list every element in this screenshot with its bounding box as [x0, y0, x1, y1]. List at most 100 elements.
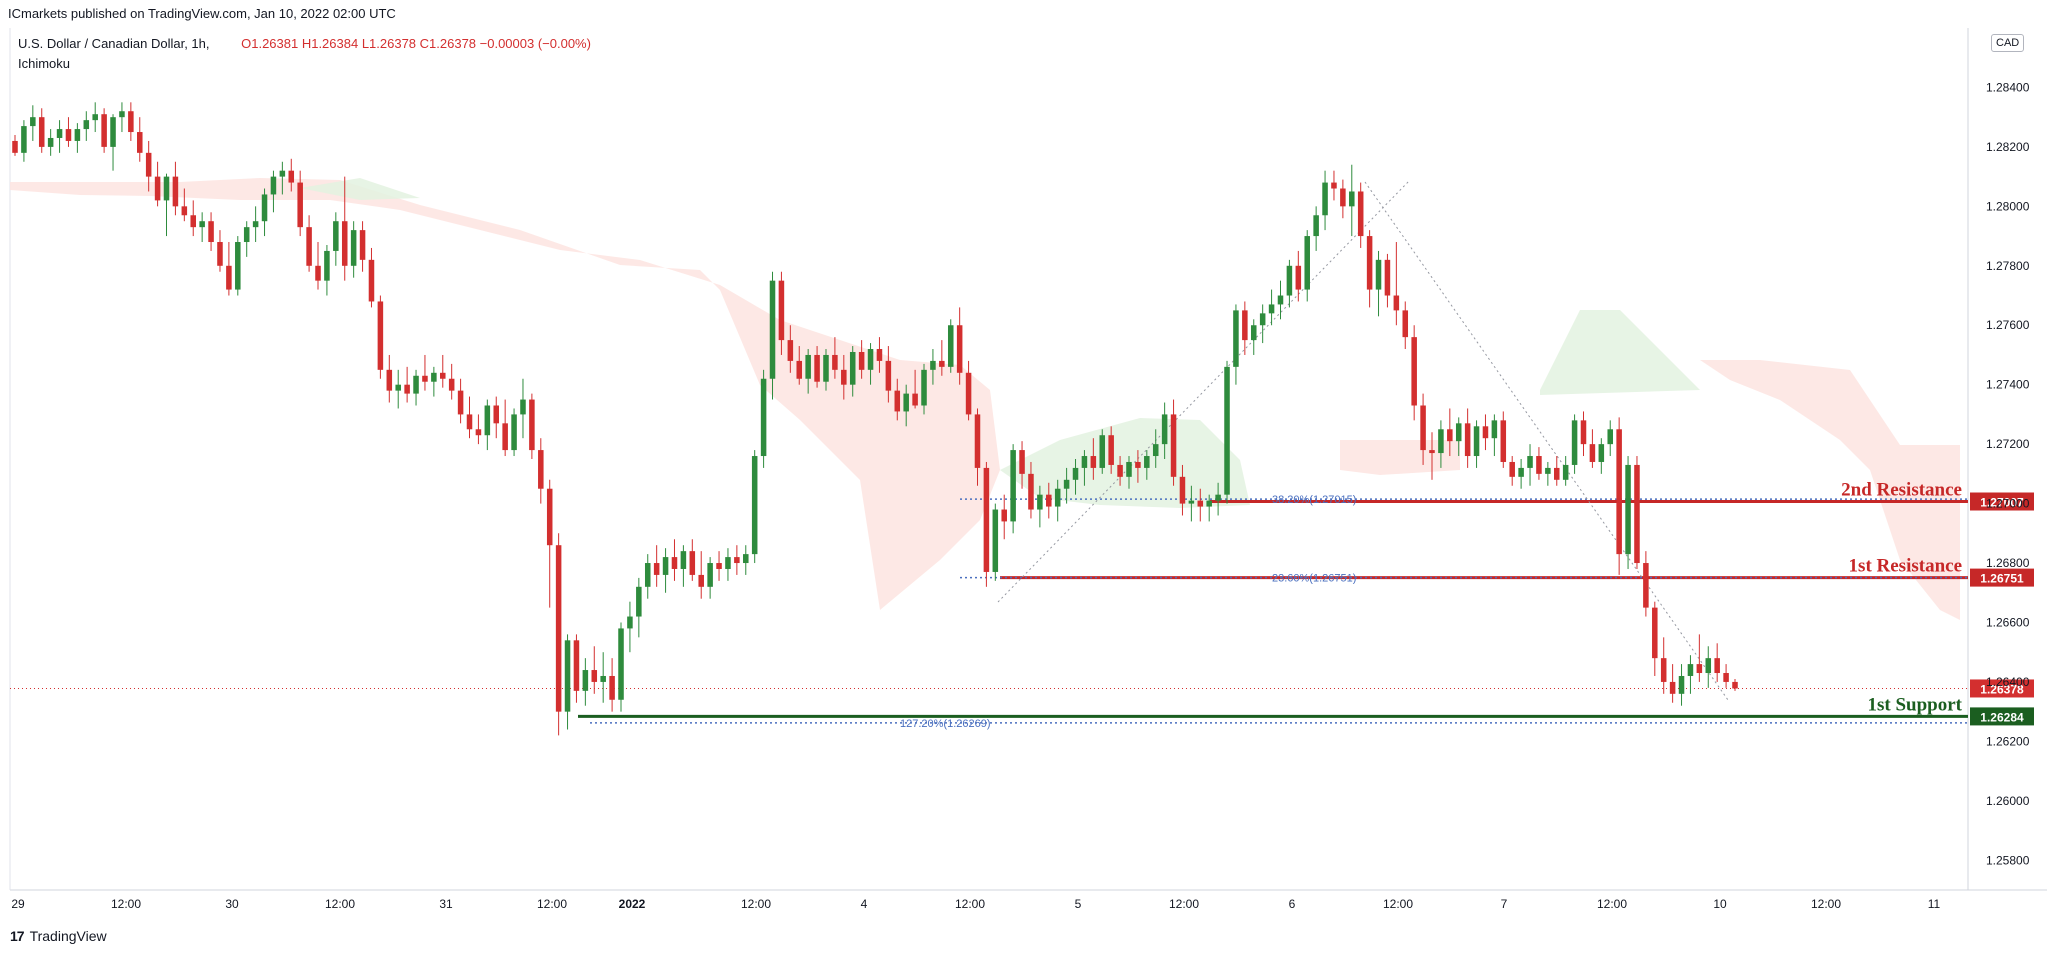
candle-body [778, 280, 785, 341]
candle-body [448, 378, 455, 391]
candle-body [529, 399, 535, 451]
candle-body [894, 390, 901, 412]
candle-body [1197, 500, 1204, 507]
candle-body [653, 563, 660, 575]
candle-body [725, 557, 731, 569]
level-price-badge-2 [1970, 707, 2034, 726]
candle-body [1250, 325, 1257, 341]
candle-body [324, 250, 330, 281]
candle-body [466, 414, 473, 430]
y-tick-label: 1.26200 [1986, 734, 2030, 748]
candle-body [671, 557, 678, 569]
candle-body [1010, 450, 1016, 522]
candle-body [1099, 435, 1106, 468]
candle-body [564, 640, 571, 712]
x-tick-label: 12:00 [955, 897, 985, 911]
candle-body [333, 221, 339, 251]
candle-body [252, 221, 259, 228]
candle-body [431, 372, 437, 382]
ohlc-readout: O1.26381 H1.26384 L1.26378 C1.26378 −0.0… [241, 36, 591, 51]
x-tick-label: 12:00 [325, 897, 355, 911]
x-tick-label: 4 [861, 897, 868, 911]
x-tick-label: 10 [1713, 897, 1727, 911]
y-tick-label: 1.27400 [1986, 378, 2030, 392]
ichimoku-cloud-2 [1000, 418, 1250, 508]
candle-body [627, 616, 633, 629]
ichimoku-cloud-5 [1700, 360, 1960, 620]
candle-body [56, 129, 63, 138]
candle-body [422, 375, 428, 382]
candle-body [1545, 467, 1551, 474]
candle-body [1393, 295, 1400, 311]
candle-body [1482, 426, 1489, 439]
x-tick-label: 12:00 [111, 897, 141, 911]
candle-body [1019, 450, 1025, 474]
candle-body [1090, 456, 1097, 468]
candle-body [849, 351, 856, 385]
candle-body [163, 176, 170, 201]
candle-body [110, 117, 116, 147]
candle-body [1126, 461, 1132, 477]
candle-body [956, 325, 963, 373]
symbol-label[interactable]: U.S. Dollar / Canadian Dollar, 1h, [18, 36, 210, 51]
x-tick-label: 31 [439, 897, 453, 911]
level-price-1: 1.26751 [1980, 572, 2024, 586]
candle-body [814, 354, 820, 382]
candle-body [769, 280, 776, 379]
x-tick-label: 12:00 [1811, 897, 1841, 911]
candle-body [1723, 673, 1729, 682]
candle-body [1259, 313, 1266, 326]
candle-body [1170, 414, 1177, 477]
candle-body [1286, 265, 1293, 296]
candle-body [1634, 464, 1640, 564]
candle-body [350, 230, 357, 266]
candle-body [1438, 429, 1444, 454]
level-label-0: 2nd Resistance [1841, 480, 1962, 501]
candle-body [921, 369, 927, 406]
candle-body [101, 114, 107, 147]
y-tick-label: 1.25800 [1986, 853, 2030, 867]
candle-body [1322, 182, 1328, 216]
candle-body [1527, 456, 1533, 468]
y-tick-label: 1.28000 [1986, 199, 2030, 213]
candle-body [21, 126, 27, 153]
candle-body [876, 349, 883, 361]
candle-body [297, 182, 303, 228]
candle-body [538, 450, 544, 489]
candle-body [1037, 494, 1043, 510]
candle-body [636, 586, 642, 617]
candle-body [377, 301, 384, 370]
candle-body [1491, 420, 1498, 439]
x-tick-label: 5 [1075, 897, 1082, 911]
candle-body [930, 360, 936, 370]
level-price-badge-0 [1970, 492, 2034, 511]
x-tick-label: 12:00 [537, 897, 567, 911]
candle-body [698, 574, 704, 587]
candle-body [867, 349, 874, 370]
candle-body [1179, 476, 1186, 504]
candle-body [457, 390, 464, 415]
candle-body [502, 423, 508, 451]
candle-body [235, 242, 241, 290]
candle-body [965, 372, 972, 415]
candle-body [1242, 310, 1248, 341]
candle-body [1349, 191, 1355, 207]
candle-body [1277, 295, 1284, 305]
candle-body [1313, 215, 1319, 237]
candle-body [1732, 681, 1738, 689]
candle-body [1411, 337, 1417, 406]
candle-body [154, 176, 161, 201]
candle-body [983, 467, 990, 572]
candle-body [1562, 464, 1569, 480]
indicator-label[interactable]: Ichimoku [18, 56, 71, 71]
currency-badge[interactable]: CAD [1991, 34, 2025, 52]
x-tick-label: 12:00 [1383, 897, 1413, 911]
candle-body [1295, 265, 1302, 290]
candle-body [1081, 456, 1088, 468]
candle-body [1072, 467, 1079, 480]
candle-body [1046, 494, 1052, 507]
candle-body [440, 372, 446, 379]
candle-body [1028, 473, 1034, 510]
candle-body [1652, 607, 1658, 659]
